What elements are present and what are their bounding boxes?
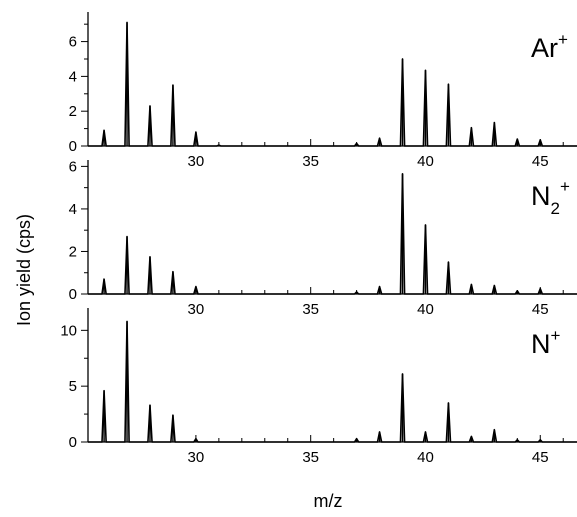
y-tick-label: 2 <box>69 243 77 260</box>
y-tick-label: 10 <box>60 322 77 339</box>
x-tick-label: 45 <box>532 449 549 466</box>
x-tick-label: 40 <box>417 301 434 318</box>
panel-Ar+: 30 35 40 45 0 2 4 6 Ar+ <box>69 12 577 170</box>
x-tick-label: 35 <box>302 153 319 170</box>
spectrum-trace-N+ <box>88 320 577 443</box>
y-tick-label: 6 <box>69 158 77 175</box>
x-tick-label: 35 <box>302 301 319 318</box>
panel-label: N2+ <box>531 177 570 218</box>
x-tick-label: 45 <box>532 153 549 170</box>
x-tick-label: 30 <box>188 153 205 170</box>
spectrum-trace-Ar+ <box>88 21 577 147</box>
spectrum-trace-N2+ <box>88 173 577 295</box>
x-tick-label: 30 <box>188 449 205 466</box>
panel-N+: 30 35 40 45 0 5 10 N+ <box>60 308 577 466</box>
y-axis-title: Ion yield (cps) <box>14 214 34 326</box>
y-tick-label: 5 <box>69 378 77 395</box>
y-tick-label: 2 <box>69 103 77 120</box>
y-tick-label: 6 <box>69 34 77 51</box>
x-tick-label: 40 <box>417 153 434 170</box>
y-tick-label: 4 <box>69 201 77 218</box>
x-tick-label: 40 <box>417 449 434 466</box>
x-tick-label: 45 <box>532 301 549 318</box>
x-axis-title: m/z <box>314 491 343 511</box>
y-tick-label: 0 <box>69 434 77 451</box>
panel-label: Ar+ <box>531 30 568 63</box>
panels: 30 35 40 45 0 2 4 6 Ar+ 30 35 40 45 0 2 4 6 N2+ 30 35 40 45 0 5… <box>60 12 577 466</box>
y-tick-label: 0 <box>69 138 77 155</box>
y-tick-label: 4 <box>69 68 77 85</box>
y-tick-label: 0 <box>69 286 77 303</box>
x-tick-label: 35 <box>302 449 319 466</box>
panel-N2+: 30 35 40 45 0 2 4 6 N2+ <box>69 158 577 318</box>
panel-label: N+ <box>531 326 561 359</box>
x-tick-label: 30 <box>188 301 205 318</box>
